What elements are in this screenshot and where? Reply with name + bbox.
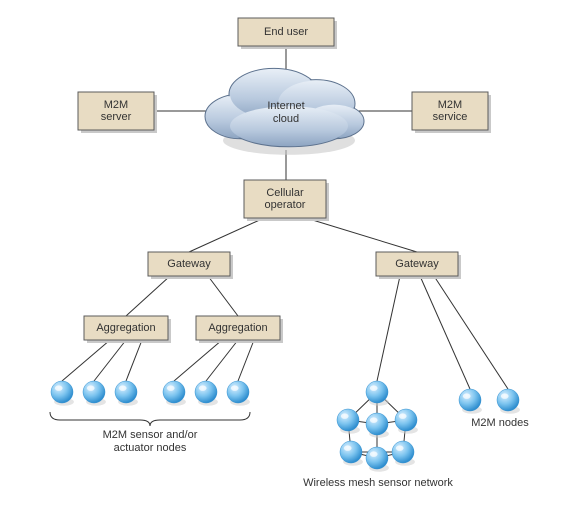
label-lbl_sensor: M2M sensor and/or [103,429,198,441]
edge [306,218,417,252]
box-label: operator [265,199,306,211]
sphere-s_b2 [195,381,218,406]
sphere-m_bc [366,447,389,472]
cloud-label: cloud [273,113,299,125]
box-m2m_service: M2Mservice [412,92,491,133]
label-lbl_sensor: actuator nodes [114,442,187,454]
box-label: Gateway [167,258,211,270]
sphere-s_b1 [163,381,186,406]
box-gw_right: Gateway [376,252,461,279]
sphere-m_top [366,381,389,406]
label-lbl_nodes: M2M nodes [471,417,529,429]
box-end_user: End user [238,18,337,49]
sphere-s_b3 [227,381,250,406]
box-label: End user [264,26,308,38]
edge [62,340,110,381]
box-label: M2M [104,99,128,111]
box-label: server [101,111,132,123]
sphere-n2 [497,389,520,414]
box-label: service [433,111,468,123]
edge [189,218,264,252]
box-label: Gateway [395,258,439,270]
box-m2m_server: M2Mserver [78,92,157,133]
cloud-label: Internet [267,100,304,112]
box-label: M2M [438,99,462,111]
edge [94,340,126,381]
edge [126,276,170,316]
box-agg_right: Aggregation [196,316,283,343]
sphere-s_a1 [51,381,74,406]
sphere-s_a2 [83,381,106,406]
edge [208,276,238,316]
sphere-s_a3 [115,381,138,406]
box-label: Aggregation [208,322,267,334]
edge [206,340,238,381]
internet-cloud: Internetcloud [205,68,364,154]
sphere-m_right [395,409,418,434]
sphere-m_left [337,409,360,434]
box-label: Cellular [266,187,304,199]
box-label: Aggregation [96,322,155,334]
sphere-m_bl [340,441,363,466]
box-agg_left: Aggregation [84,316,171,343]
edge [238,340,254,381]
sphere-m_br [392,441,415,466]
edge [126,340,142,381]
sphere-m_center [366,413,389,438]
box-cell_op: Cellularoperator [244,180,329,221]
label-lbl_mesh: Wireless mesh sensor network [303,477,453,489]
edge [174,340,222,381]
sphere-n1 [459,389,482,414]
edge [377,276,400,381]
brace [50,412,250,426]
box-gw_left: Gateway [148,252,233,279]
